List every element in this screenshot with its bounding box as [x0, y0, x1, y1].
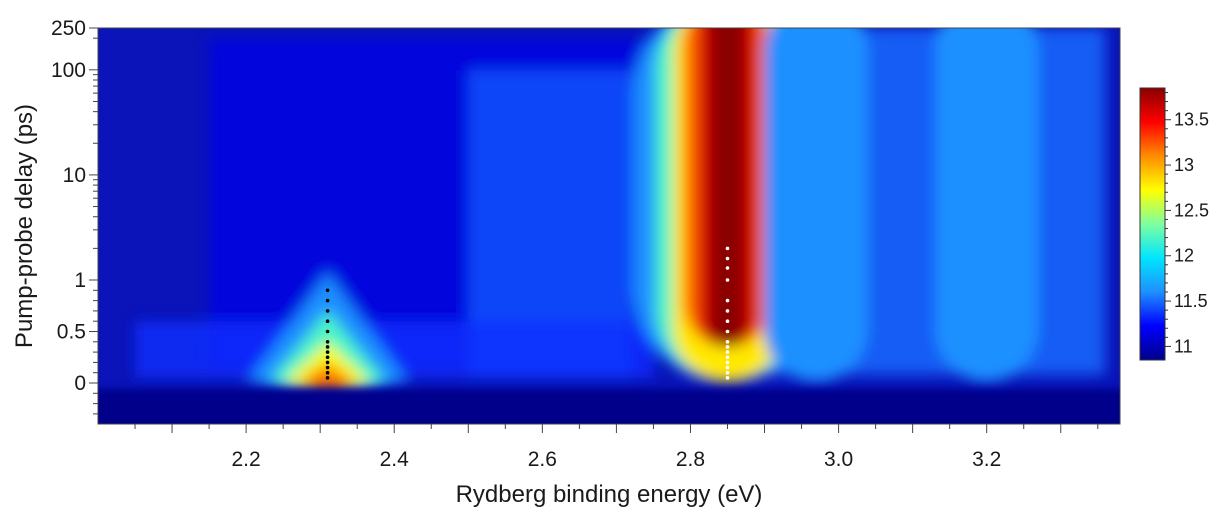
x-tick-label: 2.2	[232, 448, 261, 471]
pre-time-zero	[98, 389, 1120, 424]
peak-marker-1	[725, 360, 730, 365]
y-tick-label: 0	[74, 372, 86, 395]
heatmap-intensity	[98, 28, 1120, 424]
peak-band-3	[764, 28, 869, 382]
y-tick-label: 10	[63, 164, 86, 187]
plot-frame	[97, 27, 1121, 425]
x-axis: 2.2 2.4 2.6 2.8 3.0 3.2	[134, 424, 1099, 471]
peak-marker-1	[725, 278, 730, 282]
y-tick-label: 250	[51, 17, 86, 40]
peak-marker-1	[725, 256, 730, 261]
colorbar-tick-label: 13.5	[1174, 110, 1209, 130]
x-tick-label: 2.8	[676, 448, 705, 471]
y-axis-label: Pump-probe delay (ps)	[11, 104, 38, 348]
peak-marker-1	[725, 370, 730, 375]
colorbar: 11 11.5 12 12.5 13 13.5	[1139, 87, 1209, 361]
colorbar-tick-label: 11	[1174, 336, 1193, 356]
peak-band-2	[934, 28, 1039, 382]
peak-marker-1	[725, 266, 730, 270]
peak-marker-0	[325, 345, 330, 349]
peak-marker-1	[725, 340, 730, 344]
colorbar-tick-label: 11.5	[1174, 291, 1208, 311]
peak-marker-0	[325, 370, 330, 375]
peak-marker-0	[325, 360, 330, 365]
y-tick-label: 1	[74, 269, 86, 292]
colorbar-tick-label: 12.5	[1174, 200, 1209, 220]
peak-marker-0	[325, 319, 330, 324]
peak-marker-1	[725, 376, 730, 380]
peak-marker-1	[725, 345, 730, 349]
y-tick-label: 0.5	[57, 321, 86, 344]
colorbar-ticks: 11 11.5 12 12.5 13 13.5	[1165, 92, 1209, 356]
y-tick-label: 100	[51, 59, 86, 82]
peak-marker-0	[325, 376, 330, 380]
x-tick-label: 3.2	[972, 448, 1001, 471]
peak-marker-1	[725, 246, 730, 251]
colorbar-tick-label: 13	[1174, 155, 1194, 175]
peak-marker-0	[325, 355, 330, 360]
x-tick-label: 3.0	[824, 448, 853, 471]
peak-marker-1	[725, 355, 730, 360]
peak-band-1	[709, 28, 746, 347]
peak-marker-1	[725, 309, 730, 313]
pre-time-zero-region	[98, 389, 1120, 424]
x-axis-label: Rydberg binding energy (eV)	[456, 481, 763, 508]
y-axis: 0 0.5 1 10 100 250	[51, 17, 98, 415]
peak-marker-1	[725, 329, 730, 334]
peak-blob-0	[307, 370, 348, 389]
peak-marker-1	[725, 298, 730, 303]
peak-marker-0	[325, 298, 330, 303]
colorbar-gradient	[1139, 87, 1166, 361]
peak-marker-1	[725, 350, 730, 354]
peak-marker-0	[325, 340, 330, 344]
peak-marker-0	[325, 309, 330, 313]
peak-marker-0	[325, 288, 330, 293]
intensity-field	[135, 28, 1106, 389]
peak-marker-0	[325, 365, 330, 370]
x-tick-label: 2.4	[380, 448, 410, 471]
peak-marker-0	[325, 350, 330, 354]
peak-marker-1	[725, 319, 730, 324]
peak-markers	[325, 246, 730, 380]
peak-marker-0	[325, 329, 330, 334]
peak-marker-1	[725, 365, 730, 370]
x-tick-label: 2.6	[528, 448, 557, 471]
plot-area	[97, 27, 1121, 425]
colorbar-tick-label: 12	[1174, 246, 1194, 266]
